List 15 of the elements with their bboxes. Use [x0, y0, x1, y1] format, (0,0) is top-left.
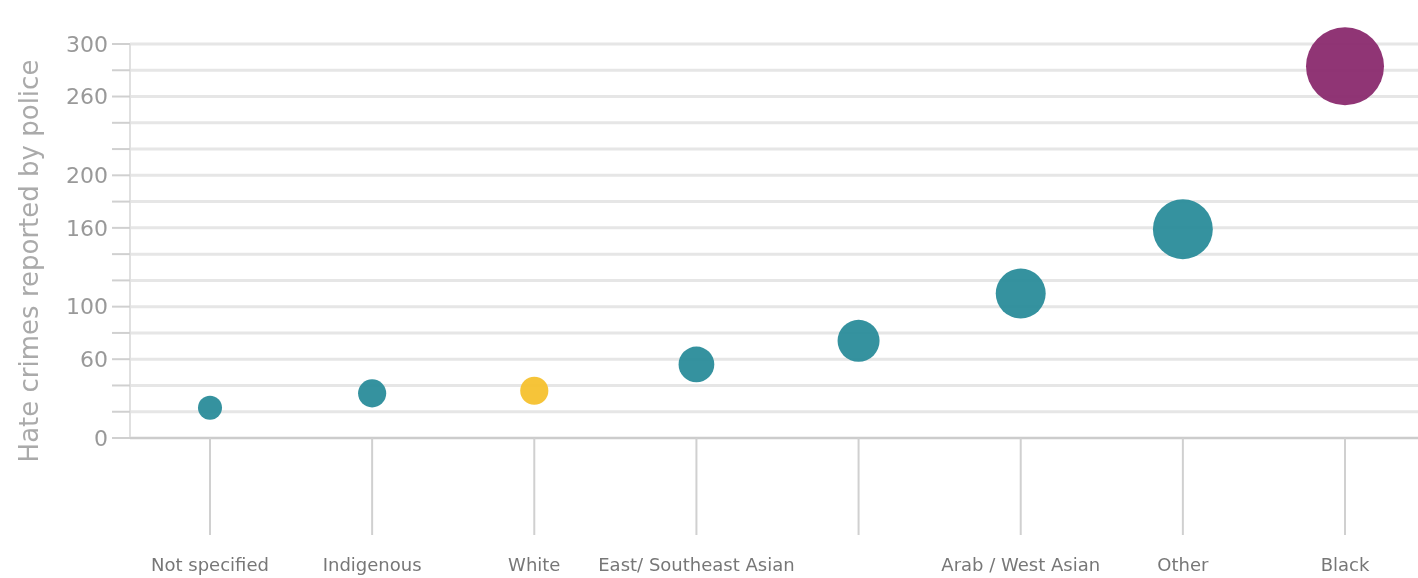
x-tick-label: Black: [1320, 554, 1370, 576]
y-tick-label: 260: [66, 84, 108, 110]
y-tick-label: 300: [66, 31, 108, 57]
x-tick-label: Not specified: [151, 554, 269, 576]
y-tick-label: 200: [66, 163, 108, 189]
y-tick-label: 160: [66, 215, 108, 241]
x-tick-label: Indigenous: [322, 554, 422, 576]
x-tick-label: Other: [1157, 554, 1210, 576]
y-tick-label: 0: [94, 425, 108, 451]
y-axis-title: Hate crimes reported by police: [14, 59, 44, 463]
y-tick-label: 100: [66, 294, 108, 320]
x-tick-label: Arab / West Asian: [941, 554, 1101, 576]
y-tick-label: 60: [80, 346, 108, 372]
x-tick-label: White: [508, 554, 561, 576]
x-tick-label: East/ Southeast Asian: [598, 554, 795, 576]
